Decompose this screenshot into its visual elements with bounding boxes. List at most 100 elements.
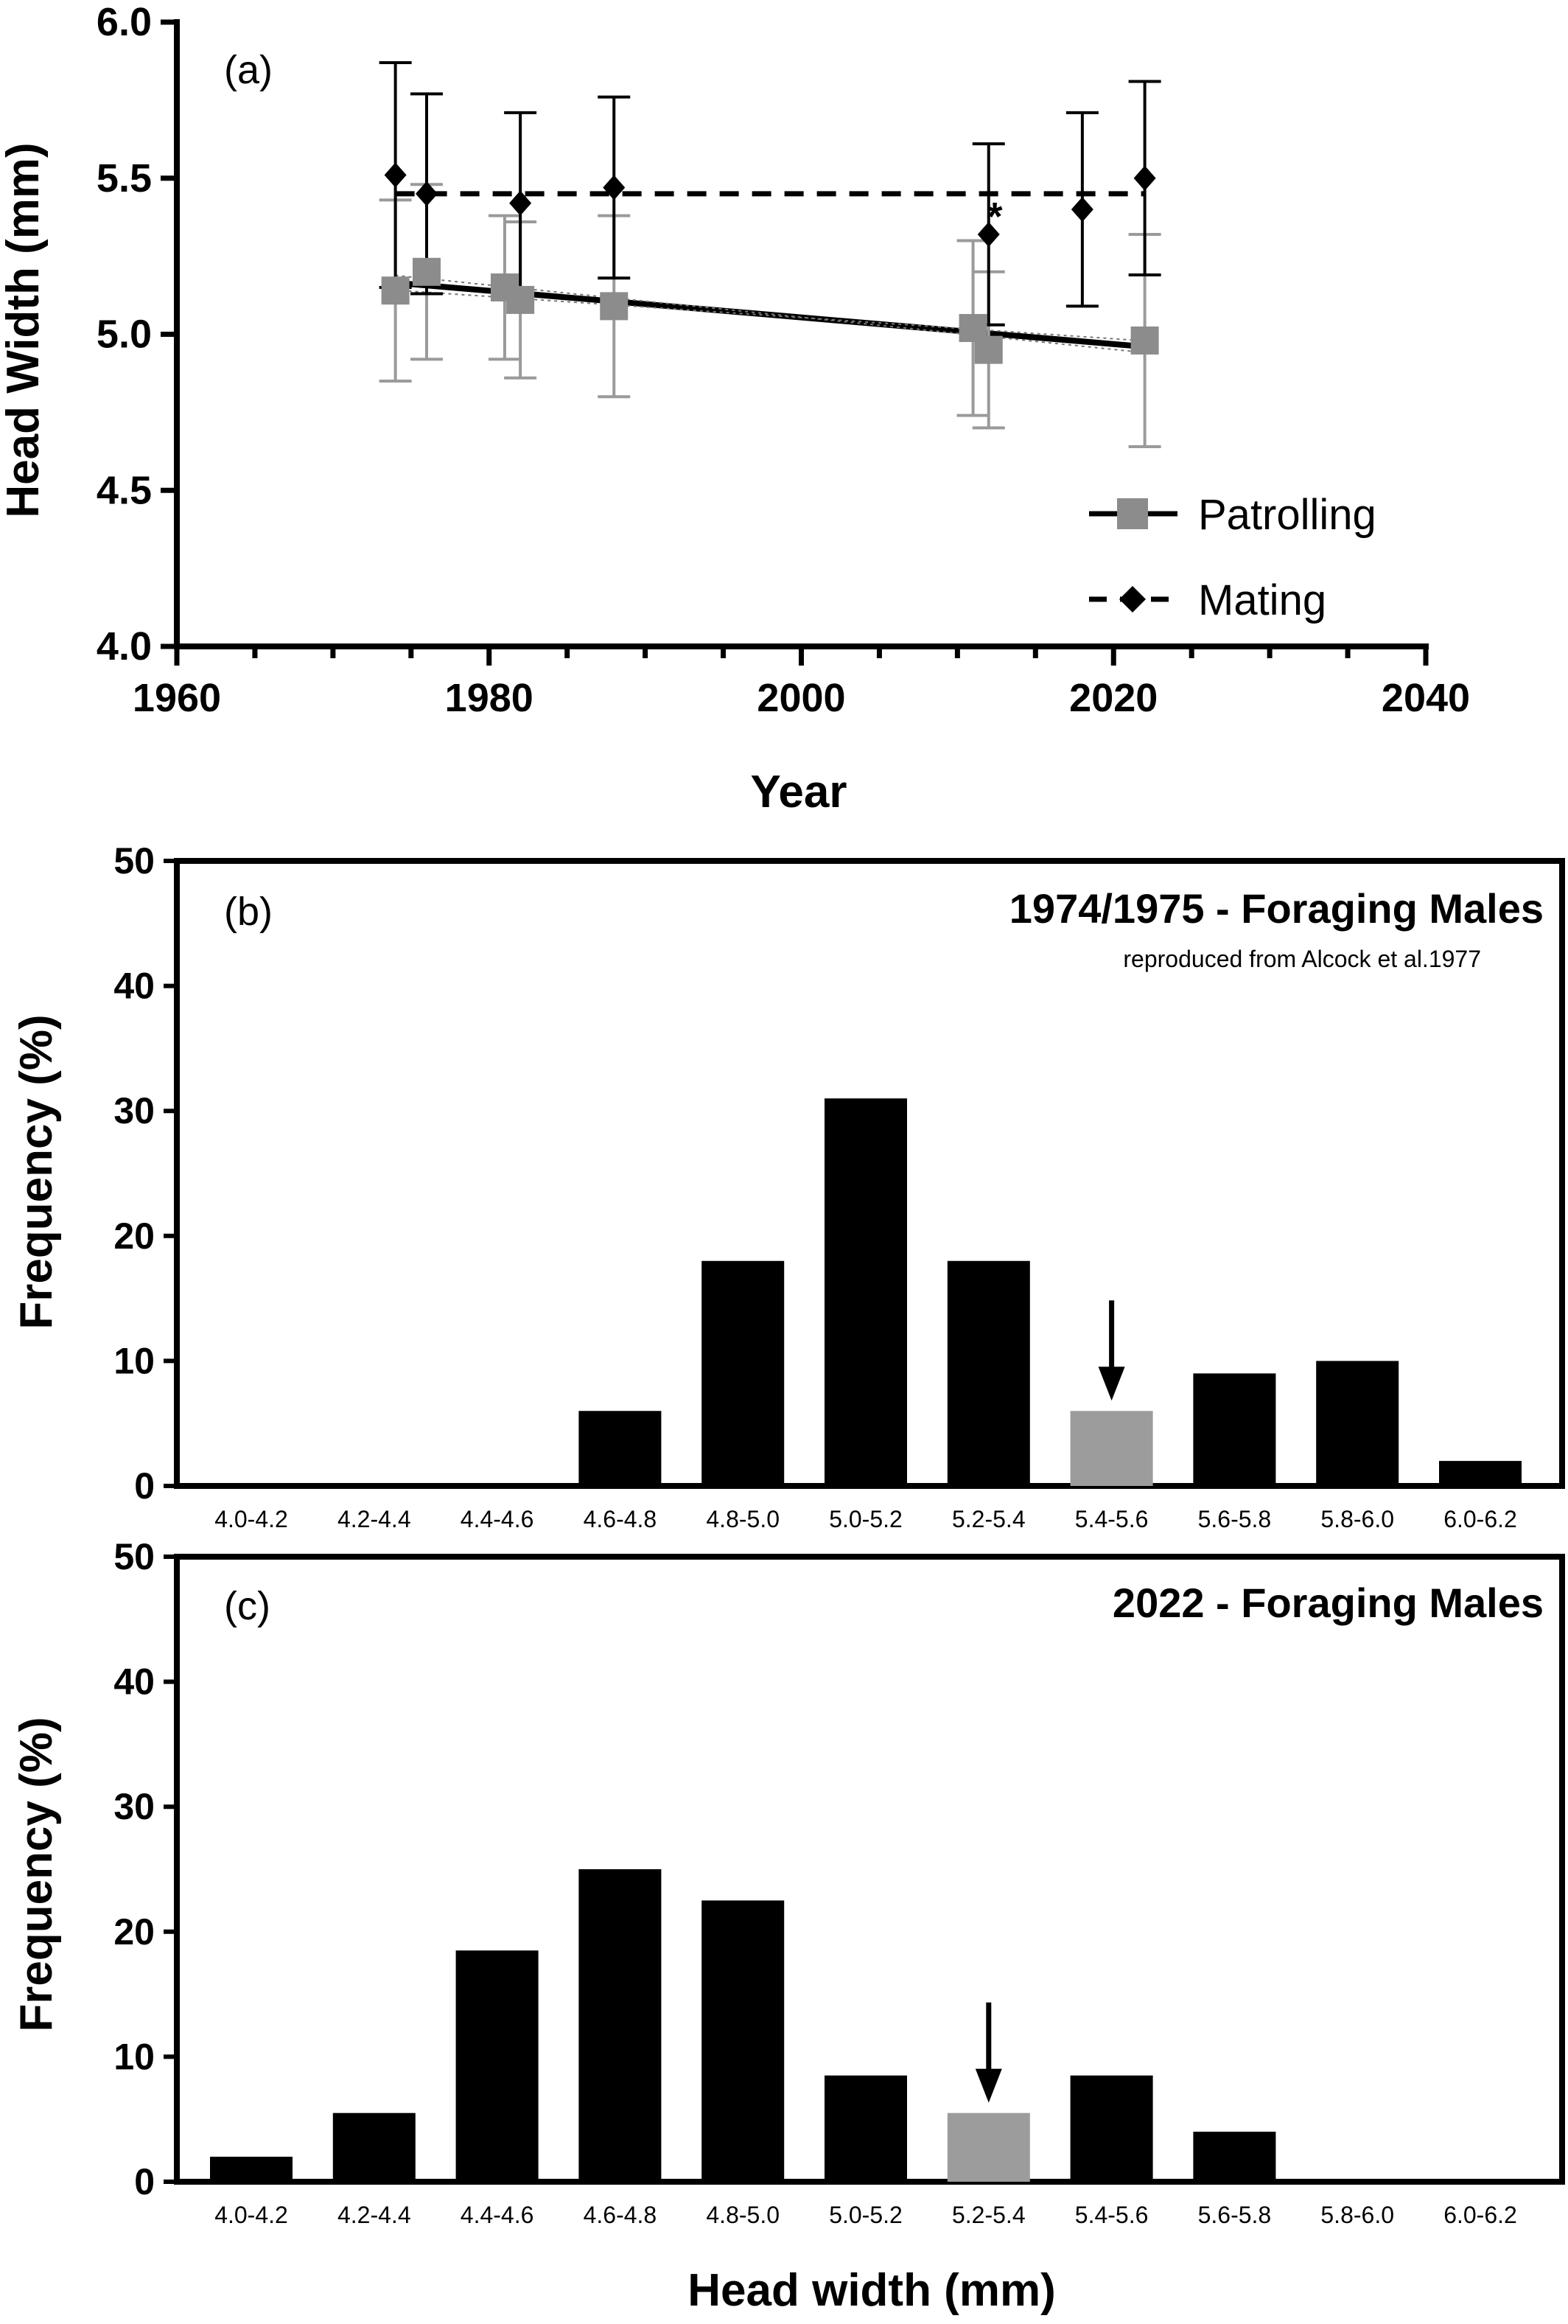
panel-a-x-tick-label: 2020 (1069, 676, 1158, 720)
panel-c-bar (947, 2112, 1030, 2182)
panel-b-category-label: 4.0-4.2 (214, 1506, 288, 1532)
panel-b-y-tick-label: 30 (113, 1090, 155, 1131)
panel-b-bar (1316, 1361, 1399, 1486)
panel-c-tag: (c) (224, 1584, 270, 1628)
panel-a-x-tick-label: 1960 (133, 676, 221, 720)
panel-b-bar (1439, 1461, 1522, 1486)
panel-c-bar (332, 2112, 416, 2182)
mating-point (977, 221, 1000, 247)
panel-b-y-tick-label: 0 (134, 1465, 155, 1507)
panel-c-y-tick-label: 10 (113, 2036, 155, 2077)
patrolling-confidence-band (395, 289, 1145, 342)
patrolling-point (381, 276, 410, 305)
panel-a-y-tick-label: 5.0 (97, 313, 152, 357)
panel-b-category-label: 4.8-5.0 (706, 1506, 780, 1532)
panel-c-histogram: 0 10 20 30 40 50 4.0-4.2 4.2-4.4 4.4-4.6 4.6-4.8 4… (113, 1536, 1565, 2228)
panel-b-y-axis-title: Frequency (%) (11, 1014, 62, 1329)
panel-c-bar (825, 2075, 907, 2182)
legend: Patrolling Mating (1089, 491, 1376, 624)
panel-a-y-tick-label: 4.0 (97, 624, 152, 669)
patrolling-point (1130, 326, 1159, 355)
panel-b-category-label: 5.8-6.0 (1320, 1506, 1394, 1532)
panel-c-category-label: 5.8-6.0 (1320, 2202, 1394, 2228)
panel-b-category-label: 5.6-5.8 (1198, 1506, 1272, 1532)
panel-a-x-tick-label: 2040 (1382, 676, 1470, 720)
panel-c-category-label: 5.2-5.4 (952, 2202, 1026, 2228)
panel-c-title: 2022 - Foraging Males (1113, 1580, 1544, 1626)
panel-c-bar (701, 1900, 785, 2182)
panel-a-markers (381, 162, 1159, 364)
mating-point (1071, 197, 1093, 223)
panel-c-bar (210, 2157, 293, 2182)
panel-c-category-label: 4.0-4.2 (214, 2202, 288, 2228)
mating-point (603, 175, 626, 200)
patrolling-point (600, 292, 629, 321)
panel-b-title: 1974/1975 - Foraging Males (1009, 885, 1544, 932)
legend-patrolling-label: Patrolling (1198, 491, 1376, 539)
panel-b-category-label: 5.0-5.2 (829, 1506, 903, 1532)
panel-b-y-tick-label: 40 (113, 966, 155, 1007)
panel-c-arrow-head (975, 2068, 1002, 2103)
panel-b-y-tick-label: 10 (113, 1340, 155, 1381)
panel-c-category-label: 5.4-5.6 (1075, 2202, 1149, 2228)
panel-c-bar (455, 1950, 539, 2182)
panel-c-y-axis-title: Frequency (%) (11, 1717, 62, 2031)
legend-mating-label: Mating (1198, 576, 1326, 624)
panel-b-category-label: 4.6-4.8 (584, 1506, 657, 1532)
panel-c-category-label: 6.0-6.2 (1443, 2202, 1517, 2228)
panel-b-category-label: 5.2-5.4 (952, 1506, 1026, 1532)
panel-b-arrow-head (1098, 1367, 1125, 1401)
panel-b-bar (825, 1098, 907, 1486)
legend-mating-marker (1119, 586, 1146, 613)
panel-a-y-tick-label: 6.0 (97, 0, 152, 44)
panel-c-category-label: 5.0-5.2 (829, 2202, 903, 2228)
mating-point (384, 162, 407, 188)
panel-c-y-tick-label: 0 (134, 2161, 155, 2202)
panel-b-tag: (b) (224, 890, 273, 934)
panel-c-y-tick-label: 30 (113, 1786, 155, 1827)
panel-a-tag: (a) (224, 48, 273, 92)
panel-c-category-label: 4.8-5.0 (706, 2202, 780, 2228)
panel-c-category-label: 4.2-4.4 (337, 2202, 411, 2228)
panel-c-bar (1193, 2132, 1276, 2182)
significance-asterisk: * (987, 195, 1002, 239)
mating-point (509, 190, 532, 216)
mating-point (1133, 165, 1156, 191)
panel-c-y-tick-label: 20 (113, 1911, 155, 1953)
panel-c: (c) 2022 - Foraging Males Frequency (%) … (11, 1536, 1565, 2316)
panel-c-y-tick-label: 50 (113, 1536, 155, 1577)
panel-b-subtitle: reproduced from Alcock et al.1977 (1123, 946, 1481, 972)
panel-a-error-bars (379, 61, 1161, 448)
panel-c-category-label: 4.6-4.8 (584, 2202, 657, 2228)
panel-b: (b) 1974/1975 - Foraging Males reproduce… (11, 840, 1565, 1532)
panel-a: (a) Head Width (mm) Year 4.0 4.5 5.0 5.5 6.0… (0, 0, 1470, 817)
panel-a-x-tick-label: 2000 (757, 676, 845, 720)
panel-b-bar (947, 1260, 1030, 1486)
panel-a-y-tick-label: 4.5 (97, 468, 152, 512)
panel-a-axes: 4.0 4.5 5.0 5.5 6.0 1960 1980 2000 2020 2040 (97, 0, 1470, 720)
panel-b-category-label: 4.2-4.4 (337, 1506, 411, 1532)
panel-c-bar (578, 1869, 662, 2182)
panel-c-y-tick-label: 40 (113, 1661, 155, 1703)
panel-c-bar (1070, 2075, 1153, 2182)
panel-b-bar (1193, 1373, 1276, 1486)
panel-a-x-axis-title: Year (750, 767, 847, 817)
panel-a-y-axis-title: Head Width (mm) (0, 142, 49, 517)
patrolling-point (974, 335, 1003, 364)
panel-c-category-label: 4.4-4.6 (461, 2202, 534, 2228)
panel-b-bar (1070, 1411, 1153, 1486)
panel-c-category-label: 5.6-5.8 (1198, 2202, 1272, 2228)
panel-a-x-tick-label: 1980 (445, 676, 533, 720)
panel-b-category-label: 4.4-4.6 (461, 1506, 534, 1532)
panel-c-x-axis-title: Head width (mm) (687, 2265, 1055, 2316)
patrolling-point (506, 285, 535, 314)
panel-a-lines (395, 191, 1145, 354)
panel-b-category-label: 6.0-6.2 (1443, 1506, 1517, 1532)
panel-b-bar (578, 1411, 662, 1486)
panel-a-y-tick-label: 5.5 (97, 156, 152, 200)
legend-patrolling-marker (1117, 498, 1148, 529)
panel-b-y-tick-label: 50 (113, 840, 155, 882)
mating-point (416, 181, 438, 206)
patrolling-point (413, 257, 441, 286)
